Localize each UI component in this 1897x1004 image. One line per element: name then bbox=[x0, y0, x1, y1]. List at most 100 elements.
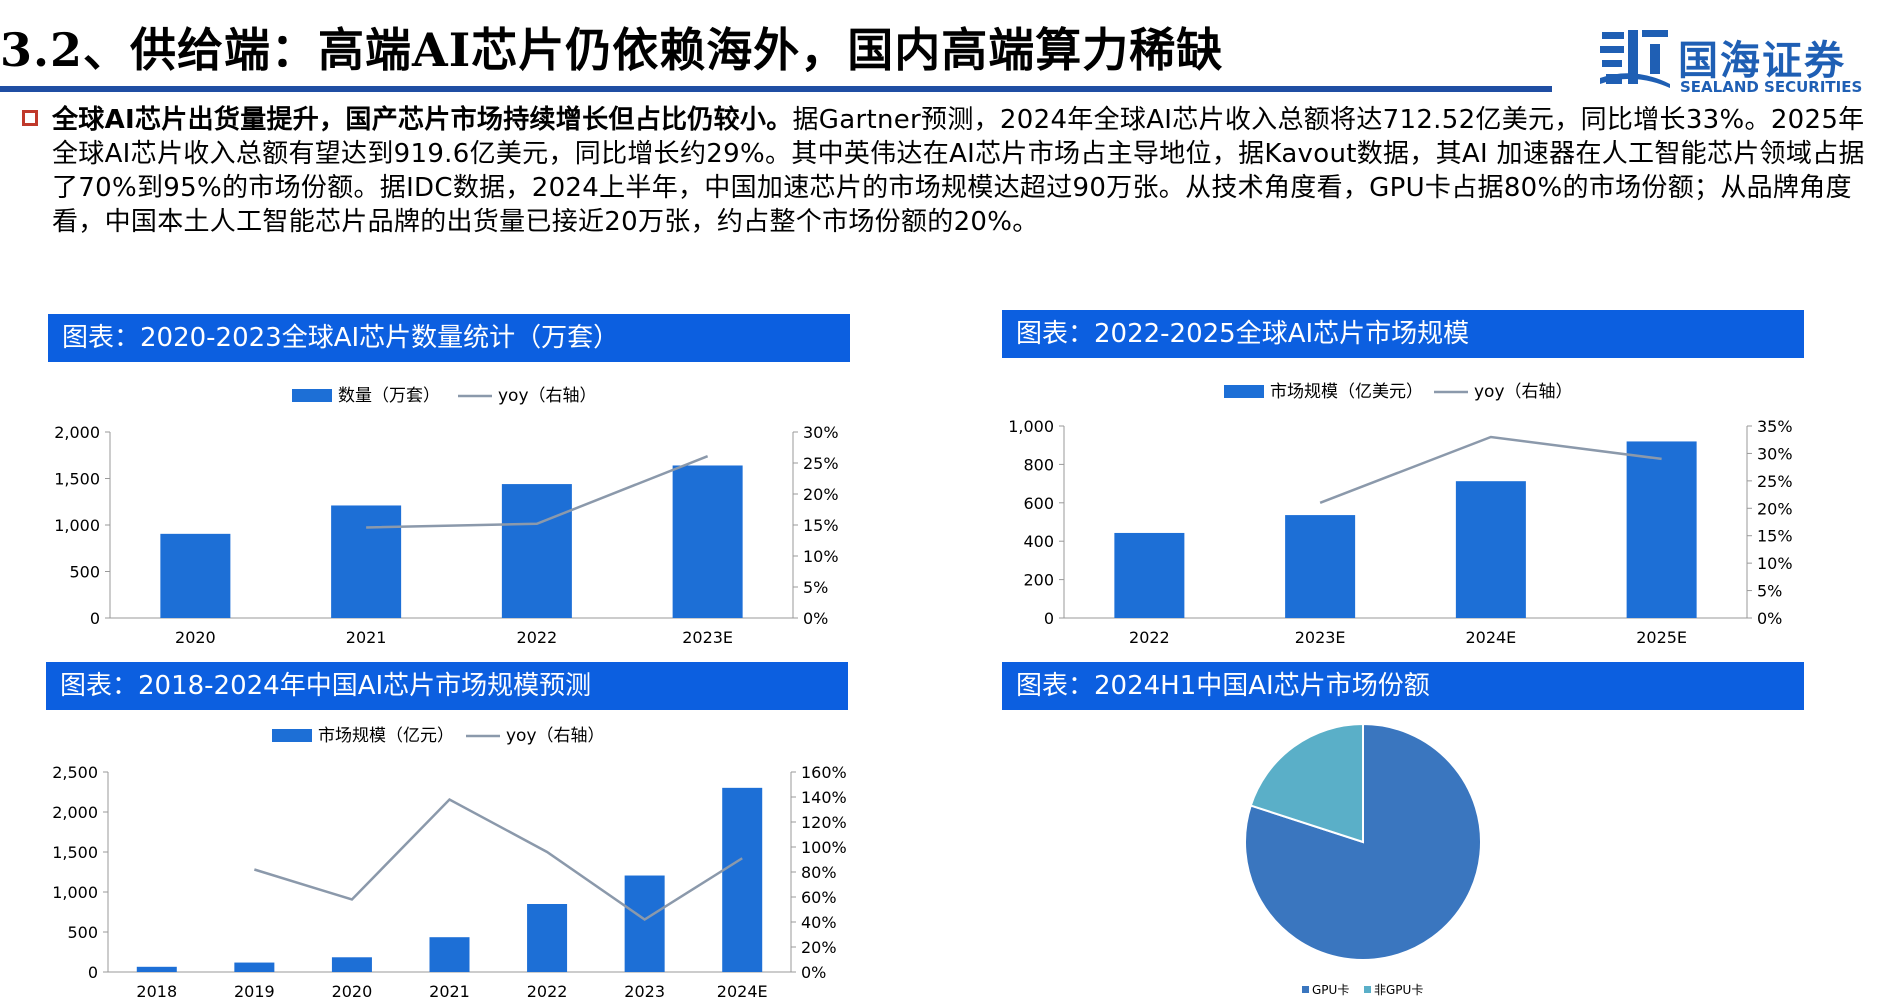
chart2-header: 图表：2022-2025全球AI芯片市场规模 bbox=[1002, 310, 1804, 358]
x-tick-label: 2022 bbox=[1129, 628, 1170, 647]
legend-bar-label: 市场规模（亿美元） bbox=[1270, 382, 1423, 402]
y-tick-label: 0 bbox=[88, 963, 98, 982]
y2-tick-label: 25% bbox=[803, 454, 839, 473]
x-tick-label: 2018 bbox=[136, 982, 177, 1001]
legend-line-label: yoy（右轴） bbox=[498, 386, 597, 406]
legend-bar-swatch bbox=[272, 729, 312, 742]
chart-china-ai-chip-market: 市场规模（亿元） yoy（右轴） 0 500 1,000 1,500 2,000 2,500 0… bbox=[52, 726, 847, 1001]
y-tick-label: 0 bbox=[90, 609, 100, 628]
x-tick-label: 2019 bbox=[234, 982, 275, 1001]
legend-bar-label: 市场规模（亿元） bbox=[318, 726, 454, 746]
yoy-line bbox=[366, 455, 709, 529]
y2-tick-label: 5% bbox=[803, 578, 828, 597]
y2-tick-label: 0% bbox=[1757, 609, 1782, 628]
y-tick-label: 2,000 bbox=[52, 803, 98, 822]
y-tick-label: 1,000 bbox=[1008, 417, 1054, 436]
y-tick-label: 200 bbox=[1023, 571, 1054, 590]
y-tick-label: 400 bbox=[1023, 532, 1054, 551]
x-tick-label: 2020 bbox=[175, 628, 216, 647]
x-tick-label: 2023 bbox=[624, 982, 665, 1001]
x-tick-label: 2021 bbox=[346, 628, 387, 647]
logo-en-text: SEALAND SECURITIES bbox=[1680, 78, 1863, 96]
y2-tick-label: 0% bbox=[803, 609, 828, 628]
bar bbox=[722, 787, 763, 972]
y2-tick-label: 160% bbox=[801, 763, 847, 782]
bar bbox=[501, 484, 572, 618]
y-tick-label: 800 bbox=[1023, 455, 1054, 474]
legend-line-label: yoy（右轴） bbox=[506, 726, 605, 746]
yoy-line bbox=[253, 797, 743, 921]
chart4-header: 图表：2024H1中国AI芯片市场份额 bbox=[1002, 662, 1804, 710]
x-tick-label: 2024E bbox=[717, 982, 768, 1001]
y2-tick-label: 20% bbox=[1757, 499, 1793, 518]
pie-legend-label: GPU卡 bbox=[1312, 983, 1349, 997]
summary-body: 据Gartner预测，2024年全球AI芯片收入总额将达712.52亿美元，同比… bbox=[52, 105, 1865, 237]
summary-lead: 全球AI芯片出货量提升，国产芯片市场持续增长但占比仍较小。 bbox=[52, 105, 793, 135]
chart1-header: 图表：2020-2023全球AI芯片数量统计（万套） bbox=[48, 314, 850, 362]
y2-tick-label: 140% bbox=[801, 788, 847, 807]
y2-tick-label: 15% bbox=[1757, 527, 1793, 546]
bar bbox=[331, 957, 372, 972]
x-tick-label: 2023E bbox=[1295, 628, 1346, 647]
y2-tick-label: 35% bbox=[1757, 417, 1793, 436]
y2-tick-label: 10% bbox=[803, 547, 839, 566]
x-tick-label: 2020 bbox=[332, 982, 373, 1001]
y2-tick-label: 10% bbox=[1757, 554, 1793, 573]
bar bbox=[624, 875, 665, 972]
bar bbox=[1285, 515, 1356, 618]
bar bbox=[1114, 532, 1185, 618]
y2-tick-label: 15% bbox=[803, 516, 839, 535]
y2-tick-label: 30% bbox=[803, 423, 839, 442]
y2-tick-label: 40% bbox=[801, 913, 837, 932]
pie-slice bbox=[1249, 722, 1364, 844]
x-tick-label: 2023E bbox=[682, 628, 733, 647]
bar bbox=[1455, 481, 1526, 618]
logo-cn-text: 国海证券 bbox=[1678, 38, 1846, 84]
legend-line-label: yoy（右轴） bbox=[1474, 382, 1573, 402]
legend-bar-swatch bbox=[1224, 385, 1264, 398]
bar bbox=[672, 465, 743, 618]
pie-slice bbox=[1244, 722, 1482, 961]
y2-tick-label: 25% bbox=[1757, 472, 1793, 491]
y-tick-label: 1,500 bbox=[52, 843, 98, 862]
y-tick-label: 1,000 bbox=[52, 883, 98, 902]
y2-tick-label: 120% bbox=[801, 813, 847, 832]
bar bbox=[429, 937, 470, 972]
x-tick-label: 2024E bbox=[1465, 628, 1516, 647]
y2-tick-label: 80% bbox=[801, 863, 837, 882]
bar bbox=[234, 962, 275, 972]
x-tick-label: 2022 bbox=[517, 628, 558, 647]
y-tick-label: 600 bbox=[1023, 494, 1054, 513]
y-tick-label: 2,000 bbox=[54, 423, 100, 442]
y2-tick-label: 0% bbox=[801, 963, 826, 982]
y2-tick-label: 30% bbox=[1757, 444, 1793, 463]
x-tick-label: 2022 bbox=[527, 982, 568, 1001]
y-tick-label: 0 bbox=[1044, 609, 1054, 628]
bar bbox=[1626, 441, 1697, 618]
bar bbox=[136, 966, 177, 972]
legend-bar-label: 数量（万套） bbox=[338, 386, 440, 406]
y2-tick-label: 60% bbox=[801, 888, 837, 907]
y-tick-label: 500 bbox=[69, 563, 100, 582]
yoy-line bbox=[1319, 435, 1662, 504]
y2-tick-label: 5% bbox=[1757, 582, 1782, 601]
chart3-header: 图表：2018-2024年中国AI芯片市场规模预测 bbox=[46, 662, 848, 710]
pie-legend-swatch bbox=[1302, 986, 1309, 993]
chart-china-ai-chip-share-pie: GPU卡 非GPU卡 bbox=[1244, 722, 1482, 997]
chart-global-ai-chip-market: 市场规模（亿美元） yoy（右轴） 0 200 400 600 800 1,000 0% 5% 10… bbox=[1008, 382, 1793, 647]
y2-tick-label: 20% bbox=[801, 938, 837, 957]
y2-tick-label: 20% bbox=[803, 485, 839, 504]
bullet-square-icon bbox=[22, 110, 38, 126]
x-tick-label: 2025E bbox=[1636, 628, 1687, 647]
chart-global-ai-chip-quantity: 数量（万套） yoy（右轴） 0 500 1,000 1,500 2,000 0% 5% 10% 1… bbox=[54, 386, 839, 647]
pie-legend-swatch bbox=[1364, 986, 1371, 993]
title-rule bbox=[0, 86, 1552, 92]
x-tick-label: 2021 bbox=[429, 982, 470, 1001]
pie-legend-label: 非GPU卡 bbox=[1374, 983, 1423, 997]
company-logo: 国海证券 SEALAND SECURITIES bbox=[1598, 26, 1868, 96]
bar bbox=[160, 533, 231, 618]
y-tick-label: 1,500 bbox=[54, 470, 100, 489]
sealand-logo-icon bbox=[1600, 30, 1670, 88]
bar bbox=[331, 505, 402, 618]
legend-bar-swatch bbox=[292, 389, 332, 402]
